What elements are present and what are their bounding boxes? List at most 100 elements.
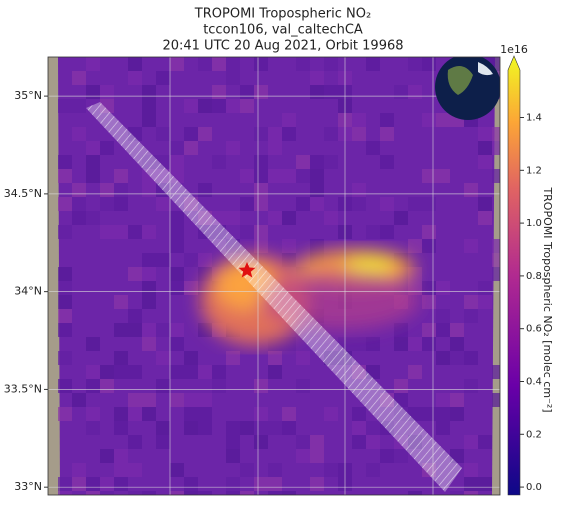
pixel-cell xyxy=(310,239,324,253)
pixel-cell xyxy=(254,407,268,421)
pixel-cell xyxy=(492,267,500,281)
pixel-cell xyxy=(58,323,72,337)
pixel-cell xyxy=(282,491,296,495)
globe-land xyxy=(447,66,473,95)
pixel-cell xyxy=(128,393,142,407)
pixel-cell xyxy=(394,211,408,225)
pixel-cell xyxy=(156,421,170,435)
pixel-cell xyxy=(100,85,114,99)
pixel-cell xyxy=(282,127,296,141)
pixel-cell xyxy=(254,57,268,71)
pixel-cell xyxy=(58,407,72,421)
pixel-cell xyxy=(198,253,212,267)
pixel-cell xyxy=(310,169,324,183)
globe xyxy=(435,57,500,120)
pixel-cell xyxy=(58,267,72,281)
pixel-cell xyxy=(170,57,184,71)
pixel-cell xyxy=(310,197,324,211)
pixel-cell xyxy=(366,57,380,71)
pixel-cell xyxy=(212,99,226,113)
pixel-cell xyxy=(58,281,72,295)
pixel-cell xyxy=(170,323,184,337)
pixel-cell xyxy=(114,365,128,379)
pixel-cell xyxy=(156,379,170,393)
pixel-cell xyxy=(100,197,114,211)
pixel-cell xyxy=(142,253,156,267)
pixel-cell xyxy=(198,127,212,141)
pixel-cell xyxy=(254,435,268,449)
pixel-cell xyxy=(380,225,394,239)
pixel-cell xyxy=(296,169,310,183)
pixel-cell xyxy=(324,127,338,141)
pixel-cell xyxy=(128,267,142,281)
colorbar-label: TROPOMI Tropospheric NO₂ [molec cm⁻²] xyxy=(541,186,554,412)
pixel-cell xyxy=(366,421,380,435)
lat-tick-label: 33.5°N xyxy=(4,382,42,395)
pixel-cell xyxy=(184,421,198,435)
pixel-cell xyxy=(422,225,436,239)
pixel-cell xyxy=(170,267,184,281)
pixel-cell xyxy=(212,379,226,393)
swath-hatch xyxy=(86,102,462,492)
pixel-cell xyxy=(86,477,100,491)
pixel-cell xyxy=(86,491,100,495)
pixel-cell xyxy=(352,183,366,197)
pixel-cell xyxy=(142,85,156,99)
pixel-cell xyxy=(114,183,128,197)
pixel-cell xyxy=(86,407,100,421)
pixel-cell xyxy=(72,477,86,491)
pixel-cell xyxy=(86,57,100,71)
pixel-cell xyxy=(240,99,254,113)
pixel-cell xyxy=(142,225,156,239)
pixel-cell xyxy=(310,435,324,449)
pixel-cell xyxy=(86,85,100,99)
pixel-cell xyxy=(240,463,254,477)
pixel-cell xyxy=(226,211,240,225)
pixel-cell xyxy=(478,477,492,491)
pixel-cell xyxy=(226,449,240,463)
pixel-cell xyxy=(268,141,282,155)
pixel-cell xyxy=(464,477,478,491)
title-line: tccon106, val_caltechCA xyxy=(203,23,363,38)
pixel-cell xyxy=(296,57,310,71)
pixel-cell xyxy=(464,183,478,197)
pixel-cell xyxy=(408,491,422,495)
pixel-cell xyxy=(128,323,142,337)
pixel-cell xyxy=(352,435,366,449)
pixel-cell xyxy=(254,183,268,197)
pixel-cell xyxy=(100,365,114,379)
pixel-cell xyxy=(450,351,464,365)
pixel-cell xyxy=(198,421,212,435)
pixel-cell xyxy=(268,127,282,141)
pixel-cell xyxy=(464,295,478,309)
pixel-cell xyxy=(72,393,86,407)
pixel-cell xyxy=(72,211,86,225)
pixel-cell xyxy=(352,197,366,211)
pixel-cell xyxy=(268,351,282,365)
pixel-cell xyxy=(408,197,422,211)
pixel-cell xyxy=(226,421,240,435)
pixel-cell xyxy=(254,379,268,393)
pixel-cell xyxy=(128,491,142,495)
pixel-cell xyxy=(478,281,492,295)
pixel-cell xyxy=(240,491,254,495)
pixel-cell xyxy=(296,449,310,463)
pixel-cell xyxy=(478,295,492,309)
pixel-cell xyxy=(114,169,128,183)
pixel-cell xyxy=(254,225,268,239)
pixel-cell xyxy=(198,323,212,337)
colorbar-tick-label: 0.8 xyxy=(526,271,542,282)
pixel-cell xyxy=(268,211,282,225)
pixel-cell xyxy=(436,351,450,365)
map xyxy=(48,57,500,495)
pixel-cell xyxy=(422,323,436,337)
pixel-cell xyxy=(184,477,198,491)
pixel-cell xyxy=(268,477,282,491)
pixel-cell xyxy=(226,57,240,71)
pixel-cell xyxy=(296,155,310,169)
pixel-cell xyxy=(268,169,282,183)
pixel-cell xyxy=(58,99,72,113)
pixel-cell xyxy=(226,491,240,495)
colorbar-tick-label: 0.0 xyxy=(526,482,542,493)
pixel-cell xyxy=(240,421,254,435)
